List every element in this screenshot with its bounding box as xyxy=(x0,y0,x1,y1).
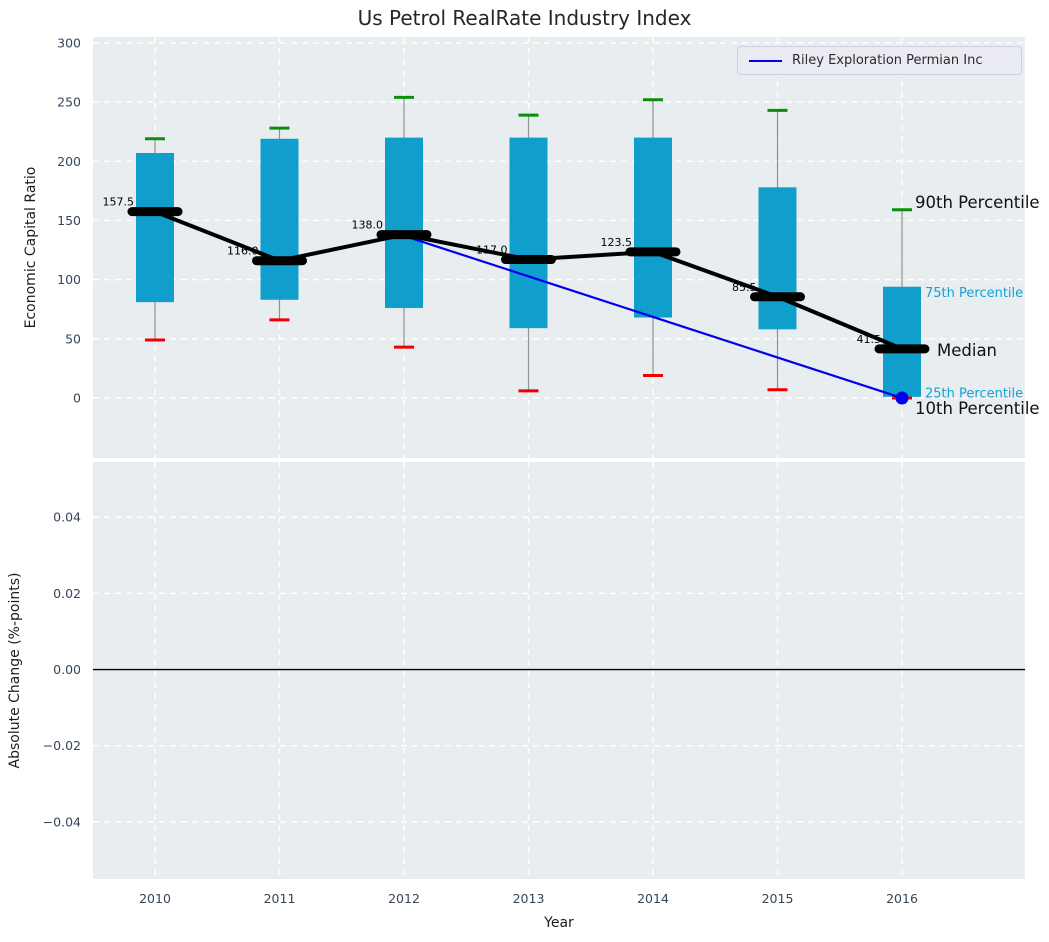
legend-label: Riley Exploration Permian Inc xyxy=(792,53,983,68)
top-ytick-label: 100 xyxy=(57,272,81,287)
top-y-axis-label: Economic Capital Ratio xyxy=(23,167,39,329)
percentile-box-2012 xyxy=(385,137,423,309)
annotation-90th-percentile: 90th Percentile xyxy=(915,193,1040,212)
median-value-label-2013: 117.0 xyxy=(476,244,508,257)
percentile-box-2013 xyxy=(509,137,548,329)
legend-line-sample xyxy=(749,59,782,62)
top-ytick-label: 300 xyxy=(57,35,81,50)
xtick-label-2016: 2016 xyxy=(886,891,918,906)
bottom-ytick-label: 0.02 xyxy=(53,586,81,601)
percentile-box-2010 xyxy=(136,152,174,303)
top-ytick-label: 0 xyxy=(73,390,81,405)
xtick-label-2014: 2014 xyxy=(637,891,669,906)
median-value-label-2015: 85.5 xyxy=(732,281,757,294)
top-ytick-label: 200 xyxy=(57,154,81,169)
percentile-box-2011 xyxy=(260,138,299,300)
xtick-label-2013: 2013 xyxy=(513,891,545,906)
top-ytick-label: 50 xyxy=(65,331,81,346)
xtick-label-2015: 2015 xyxy=(762,891,794,906)
company-line xyxy=(403,234,903,400)
bottom-y-axis-label: Absolute Change (%-points) xyxy=(7,573,23,769)
xtick-label-2011: 2011 xyxy=(264,891,296,906)
annotation-25th-percentile: 25th Percentile xyxy=(925,386,1023,401)
xtick-label-2012: 2012 xyxy=(388,891,420,906)
median-value-label-2012: 138.0 xyxy=(352,219,384,232)
annotation-median: Median xyxy=(937,341,997,360)
percentile-box-2015 xyxy=(758,187,797,330)
bottom-ytick-label: 0.00 xyxy=(53,662,81,677)
chart-title: Us Petrol RealRate Industry Index xyxy=(357,6,692,30)
annotation-10th-percentile: 10th Percentile xyxy=(915,399,1040,418)
bottom-axes-background xyxy=(93,462,1025,879)
median-value-label-2016: 41.5 xyxy=(857,333,882,346)
annotation-75th-percentile: 75th Percentile xyxy=(925,286,1023,301)
bottom-ytick-label: −0.04 xyxy=(43,814,81,829)
bottom-ytick-label: −0.02 xyxy=(43,738,81,753)
x-axis-label: Year xyxy=(543,915,574,931)
top-ytick-label: 250 xyxy=(57,95,81,110)
median-value-label-2014: 123.5 xyxy=(601,236,633,249)
top-ytick-label: 150 xyxy=(57,213,81,228)
company-endpoint-dot xyxy=(895,391,909,405)
xtick-label-2010: 2010 xyxy=(139,891,171,906)
median-value-label-2010: 157.5 xyxy=(103,196,135,209)
median-value-label-2011: 116.0 xyxy=(227,245,259,258)
bottom-ytick-label: 0.04 xyxy=(53,510,81,525)
percentile-box-2014 xyxy=(634,137,672,318)
legend: Riley Exploration Permian Inc xyxy=(737,46,1022,75)
